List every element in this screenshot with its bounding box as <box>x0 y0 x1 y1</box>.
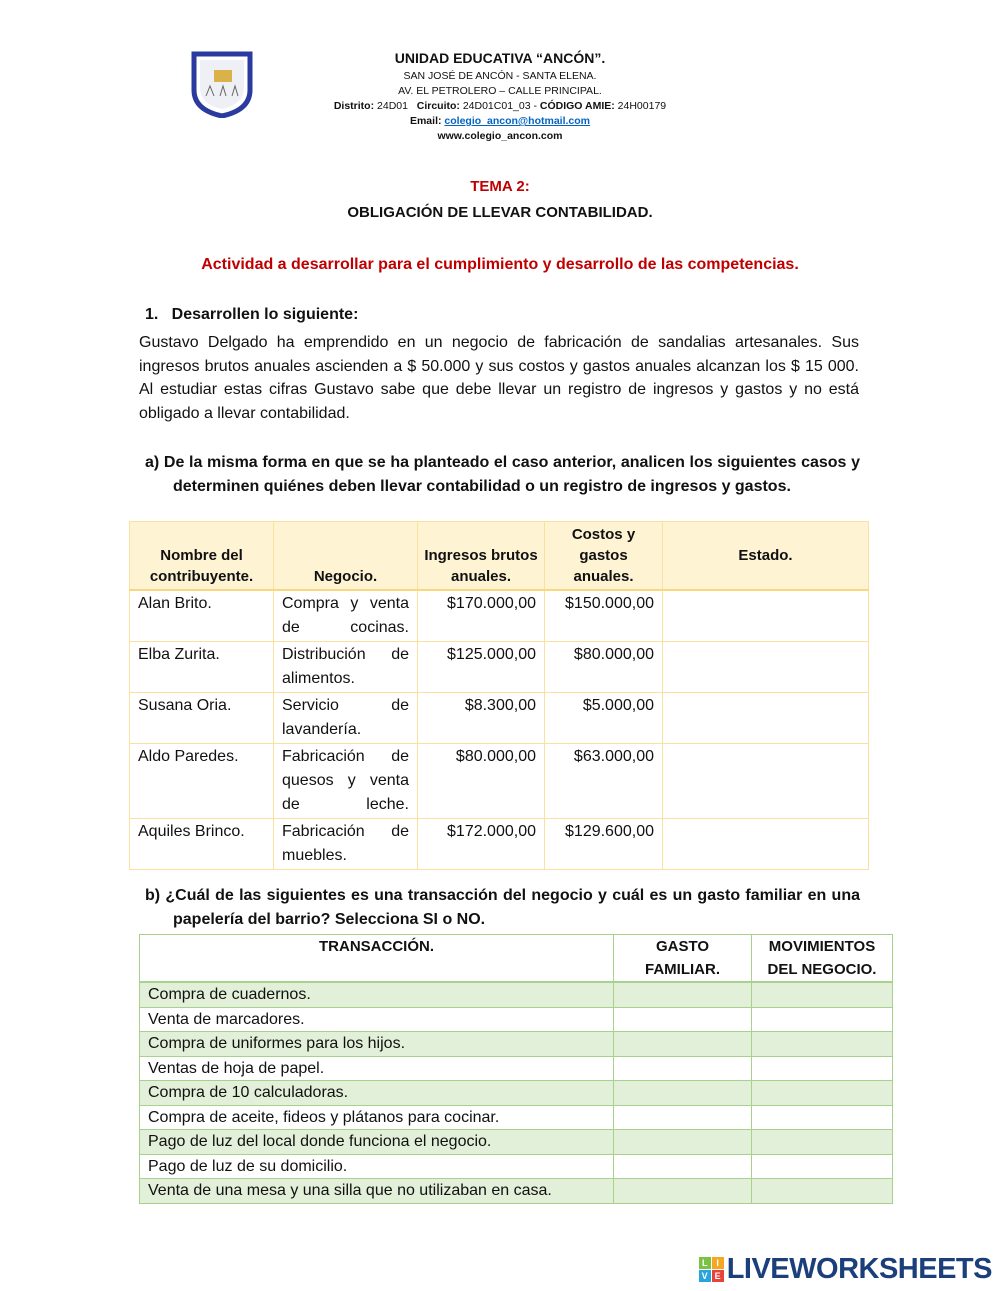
gross-income: $8.300,00 <box>417 692 545 744</box>
website: www.colegio_ancon.com <box>437 130 563 142</box>
family-expense-select[interactable] <box>613 1080 752 1106</box>
email-label: Email: <box>409 115 442 127</box>
header-business: Negocio. <box>273 521 418 591</box>
table-row: Compra de aceite, fideos y plátanos para… <box>139 1104 893 1130</box>
status-input[interactable] <box>662 589 869 642</box>
taxpayer-name: Aldo Paredes. <box>129 743 274 819</box>
transaction-label: Compra de cuadernos. <box>139 981 614 1008</box>
table-row: Pago de luz de su domicilio. <box>139 1153 893 1179</box>
table-row: Ventas de hoja de papel. <box>139 1055 893 1081</box>
case-text: Gustavo Delgado ha emprendido en un nego… <box>139 334 859 422</box>
business-movement-select[interactable] <box>751 1055 893 1081</box>
table-header-row: TRANSACCIÓN. GASTO FAMILIAR. MOVIMIENTOS… <box>139 934 893 983</box>
table-row: Susana Oria. Servicio de lavandería. $8.… <box>129 692 869 744</box>
gross-income: $125.000,00 <box>417 641 545 693</box>
topic-title: OBLIGACIÓN DE LLEVAR CONTABILIDAD. <box>347 204 653 221</box>
school-header: UNIDAD EDUCATIVA “ANCÓN”. SAN JOSÉ DE AN… <box>300 47 700 144</box>
topic-number: TEMA 2: <box>470 178 530 195</box>
brand-text: LIVEWORKSHEETS <box>726 1253 993 1285</box>
gross-income: $172.000,00 <box>417 818 545 870</box>
taxpayer-name: Alan Brito. <box>129 589 274 642</box>
table-row: Venta de una mesa y una silla que no uti… <box>139 1178 893 1204</box>
email-link[interactable]: colegio_ancon@hotmail.com <box>444 115 591 127</box>
table-header-row: Nombre del contribuyente. Negocio. Ingre… <box>129 521 869 591</box>
header-transaction: TRANSACCIÓN. <box>139 934 614 983</box>
annual-costs: $129.600,00 <box>544 818 663 870</box>
header-costs: Costos y gastos anuales. <box>544 521 663 591</box>
business-type: Servicio de lavandería. <box>273 692 418 744</box>
family-expense-select[interactable] <box>613 1055 752 1081</box>
business-type: Distribución de alimentos. <box>273 641 418 693</box>
annual-costs: $63.000,00 <box>544 743 663 819</box>
section-heading: 1. Desarrollen lo siguiente: <box>145 306 359 323</box>
header-status: Estado. <box>662 521 869 591</box>
annual-costs: $5.000,00 <box>544 692 663 744</box>
transaction-label: Compra de 10 calculadoras. <box>139 1080 614 1106</box>
business-movement-select[interactable] <box>751 1080 893 1106</box>
header-name: Nombre del contribuyente. <box>129 521 274 591</box>
table-row: Aldo Paredes. Fabricación de quesos y ve… <box>129 743 869 819</box>
annual-costs: $80.000,00 <box>544 641 663 693</box>
business-movement-select[interactable] <box>751 1153 893 1179</box>
status-input[interactable] <box>662 692 869 744</box>
business-movement-select[interactable] <box>751 1129 893 1155</box>
header-family-expense: GASTO FAMILIAR. <box>613 934 752 983</box>
question-b: b) ¿Cuál de las siguientes es una transa… <box>145 887 860 928</box>
taxpayer-name: Aquiles Brinco. <box>129 818 274 870</box>
transaction-label: Compra de uniformes para los hijos. <box>139 1031 614 1057</box>
business-type: Compra y venta de cocinas. <box>273 589 418 642</box>
table-row: Elba Zurita. Distribución de alimentos. … <box>129 641 869 693</box>
transaction-label: Pago de luz de su domicilio. <box>139 1153 614 1179</box>
gross-income: $170.000,00 <box>417 589 545 642</box>
activity-title: Actividad a desarrollar para el cumplimi… <box>201 256 799 273</box>
transaction-label: Venta de marcadores. <box>139 1006 614 1032</box>
address-line-2: AV. EL PETROLERO – CALLE PRINCIPAL. <box>398 85 602 97</box>
family-expense-select[interactable] <box>613 1153 752 1179</box>
business-type: Fabricación de muebles. <box>273 818 418 870</box>
school-name: UNIDAD EDUCATIVA “ANCÓN”. <box>394 50 606 66</box>
family-expense-select[interactable] <box>613 1178 752 1204</box>
table-row: Compra de cuadernos. <box>139 981 893 1008</box>
family-expense-select[interactable] <box>613 1031 752 1057</box>
transaction-label: Ventas de hoja de papel. <box>139 1055 614 1081</box>
business-movement-select[interactable] <box>751 1031 893 1057</box>
codes-line: Distrito: 24D01 Circuito: 24D01C01_03 - … <box>333 100 667 112</box>
family-expense-select[interactable] <box>613 1006 752 1032</box>
header-business-movement: MOVIMIENTOS DEL NEGOCIO. <box>751 934 893 983</box>
header-income: Ingresos brutos anuales. <box>417 521 545 591</box>
family-expense-select[interactable] <box>613 981 752 1008</box>
table-row: Aquiles Brinco. Fabricación de muebles. … <box>129 818 869 870</box>
taxpayers-table: Nombre del contribuyente. Negocio. Ingre… <box>129 521 869 870</box>
business-movement-select[interactable] <box>751 981 893 1008</box>
transaction-label: Compra de aceite, fideos y plátanos para… <box>139 1104 614 1130</box>
transactions-table: TRANSACCIÓN. GASTO FAMILIAR. MOVIMIENTOS… <box>139 934 893 1204</box>
transaction-label: Pago de luz del local donde funciona el … <box>139 1129 614 1155</box>
business-movement-select[interactable] <box>751 1006 893 1032</box>
taxpayer-name: Susana Oria. <box>129 692 274 744</box>
business-movement-select[interactable] <box>751 1178 893 1204</box>
transaction-label: Venta de una mesa y una silla que no uti… <box>139 1178 614 1204</box>
address-line-1: SAN JOSÉ DE ANCÓN - SANTA ELENA. <box>403 70 597 82</box>
business-movement-select[interactable] <box>751 1104 893 1130</box>
table-row: Venta de marcadores. <box>139 1006 893 1032</box>
gross-income: $80.000,00 <box>417 743 545 819</box>
status-input[interactable] <box>662 743 869 819</box>
business-type: Fabricación de quesos y venta de leche. <box>273 743 418 819</box>
family-expense-select[interactable] <box>613 1104 752 1130</box>
table-row: Compra de uniformes para los hijos. <box>139 1031 893 1057</box>
question-a: a) De la misma forma en que se ha plante… <box>145 454 860 495</box>
table-row: Pago de luz del local donde funciona el … <box>139 1129 893 1155</box>
school-logo <box>191 51 253 118</box>
status-input[interactable] <box>662 641 869 693</box>
table-row: Alan Brito. Compra y venta de cocinas. $… <box>129 589 869 642</box>
taxpayer-name: Elba Zurita. <box>129 641 274 693</box>
status-input[interactable] <box>662 818 869 870</box>
annual-costs: $150.000,00 <box>544 589 663 642</box>
table-row: Compra de 10 calculadoras. <box>139 1080 893 1106</box>
family-expense-select[interactable] <box>613 1129 752 1155</box>
